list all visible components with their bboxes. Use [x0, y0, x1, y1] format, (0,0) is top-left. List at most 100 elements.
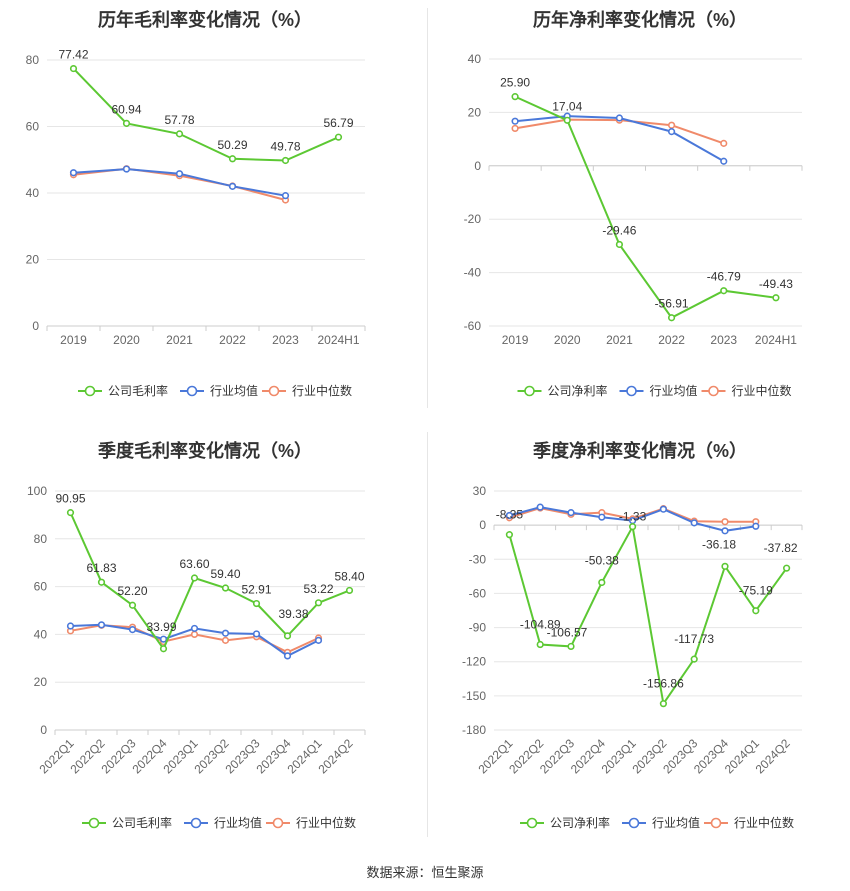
- data-point-company[interactable]: [752, 607, 760, 615]
- data-point-industry-avg[interactable]: [190, 624, 199, 633]
- x-tick-label: 2022: [658, 333, 685, 347]
- x-tick-label: 2022: [219, 333, 246, 347]
- legend-item-company[interactable]: 公司毛利率: [82, 815, 172, 830]
- data-point-industry-avg[interactable]: [281, 192, 290, 200]
- data-point-industry-avg[interactable]: [667, 128, 676, 136]
- data-point-company[interactable]: [228, 155, 237, 163]
- data-point-industry-avg[interactable]: [721, 527, 729, 535]
- data-point-industry-avg[interactable]: [175, 170, 184, 178]
- data-point-company[interactable]: [505, 531, 513, 539]
- legend-label: 行业均值: [210, 383, 258, 398]
- data-point-industry-avg[interactable]: [69, 169, 78, 177]
- data-label: -156.86: [643, 677, 684, 691]
- legend-item-industry-median[interactable]: 行业中位数: [262, 383, 352, 398]
- data-point-company[interactable]: [334, 133, 343, 141]
- data-point-company[interactable]: [629, 523, 637, 531]
- data-point-company[interactable]: [720, 287, 728, 295]
- data-point-industry-avg[interactable]: [159, 635, 168, 643]
- data-point-industry-avg[interactable]: [228, 182, 237, 190]
- y-tick-label: 20: [34, 675, 48, 689]
- x-tick-label: 2024Q2: [316, 736, 356, 776]
- data-point-industry-avg[interactable]: [690, 519, 698, 527]
- legend-item-industry-median[interactable]: 行业中位数: [701, 383, 792, 398]
- chart-quarterly-gross-margin: 季度毛利率变化情况（%）0204060801002022Q12022Q22022…: [27, 440, 366, 830]
- data-label: -1.33: [619, 510, 647, 524]
- data-point-company[interactable]: [536, 640, 544, 649]
- data-point-industry-median[interactable]: [190, 630, 199, 638]
- data-point-company[interactable]: [252, 599, 261, 608]
- data-point-industry-avg[interactable]: [66, 622, 75, 630]
- y-tick-label: -30: [469, 552, 487, 566]
- data-point-company[interactable]: [615, 240, 624, 249]
- data-point-industry-avg[interactable]: [567, 509, 575, 517]
- data-point-company[interactable]: [66, 509, 75, 517]
- data-point-industry-median[interactable]: [221, 636, 230, 644]
- data-point-industry-avg[interactable]: [252, 630, 261, 638]
- data-point-company[interactable]: [721, 562, 729, 570]
- data-point-company[interactable]: [772, 294, 780, 302]
- data-label: 53.22: [303, 582, 333, 596]
- legend-label: 行业均值: [650, 383, 698, 398]
- data-point-company[interactable]: [175, 130, 184, 138]
- chart-annual-net-margin: 历年净利率变化情况（%） -60 -40 -20 0 20 40 2019 2020 2021 20…: [464, 9, 803, 398]
- data-point-industry-avg[interactable]: [314, 636, 323, 644]
- data-point-company[interactable]: [283, 632, 292, 640]
- data-point-company[interactable]: [159, 645, 168, 653]
- legend-item-industry-median[interactable]: 行业中位数: [704, 815, 794, 830]
- chart-quarterly-net-margin: 季度净利率变化情况（%）-180-150-120-90-60-300302022…: [462, 440, 803, 830]
- data-point-industry-avg[interactable]: [97, 621, 106, 629]
- data-point-industry-avg[interactable]: [720, 157, 728, 165]
- data-point-company[interactable]: [128, 601, 137, 609]
- data-point-industry-avg[interactable]: [505, 511, 513, 520]
- data-point-company[interactable]: [345, 586, 354, 595]
- data-label: 59.40: [210, 567, 240, 581]
- data-point-company[interactable]: [122, 119, 131, 127]
- data-point-company[interactable]: [667, 314, 676, 322]
- legend-item-company[interactable]: 公司净利率: [520, 815, 610, 830]
- data-point-industry-median[interactable]: [721, 518, 729, 526]
- data-point-industry-avg[interactable]: [598, 513, 606, 521]
- legend-item-industry-avg[interactable]: 行业均值: [619, 383, 698, 398]
- legend-marker-icon: [190, 817, 202, 829]
- data-point-industry-avg[interactable]: [283, 652, 292, 660]
- data-point-industry-median[interactable]: [667, 121, 676, 129]
- legend-label: 行业中位数: [292, 383, 352, 398]
- data-point-company[interactable]: [598, 578, 606, 587]
- data-point-company[interactable]: [97, 578, 106, 586]
- x-tick-label: 2019: [60, 333, 87, 347]
- data-label: 52.91: [241, 583, 271, 597]
- data-point-industry-avg[interactable]: [536, 503, 544, 511]
- legend-item-company[interactable]: 公司净利率: [517, 383, 608, 398]
- y-tick-label: 80: [26, 53, 40, 67]
- series-line-company: [69, 512, 350, 651]
- legend-item-industry-median[interactable]: 行业中位数: [266, 815, 356, 830]
- data-point-company[interactable]: [221, 584, 230, 592]
- legend-item-company[interactable]: 公司毛利率: [78, 383, 168, 398]
- data-point-company[interactable]: [281, 156, 290, 165]
- data-point-company[interactable]: [190, 574, 199, 582]
- data-point-company[interactable]: [567, 642, 575, 651]
- data-label: 60.94: [111, 102, 141, 116]
- data-point-industry-median[interactable]: [720, 139, 728, 147]
- data-point-company[interactable]: [314, 599, 323, 607]
- legend-item-industry-avg[interactable]: 行业均值: [622, 815, 700, 830]
- data-point-industry-avg[interactable]: [128, 626, 137, 634]
- data-point-company[interactable]: [69, 64, 78, 73]
- data-point-industry-avg[interactable]: [752, 522, 760, 530]
- data-point-company[interactable]: [783, 564, 791, 572]
- data-point-industry-avg[interactable]: [122, 165, 131, 173]
- legend-item-industry-avg[interactable]: 行业均值: [184, 815, 262, 830]
- data-label: -36.18: [702, 537, 736, 551]
- data-point-company[interactable]: [659, 700, 667, 708]
- data-point-industry-avg[interactable]: [221, 629, 230, 637]
- data-point-industry-median[interactable]: [511, 124, 519, 133]
- data-point-company[interactable]: [690, 655, 698, 663]
- data-point-industry-avg[interactable]: [659, 505, 667, 513]
- data-point-company[interactable]: [511, 93, 519, 101]
- legend-item-industry-avg[interactable]: 行业均值: [180, 383, 258, 398]
- data-point-company[interactable]: [563, 116, 571, 124]
- data-point-industry-avg[interactable]: [615, 114, 624, 122]
- y-tick-label: -40: [464, 266, 482, 280]
- data-point-industry-avg[interactable]: [511, 117, 519, 125]
- legend-marker-icon: [84, 385, 96, 397]
